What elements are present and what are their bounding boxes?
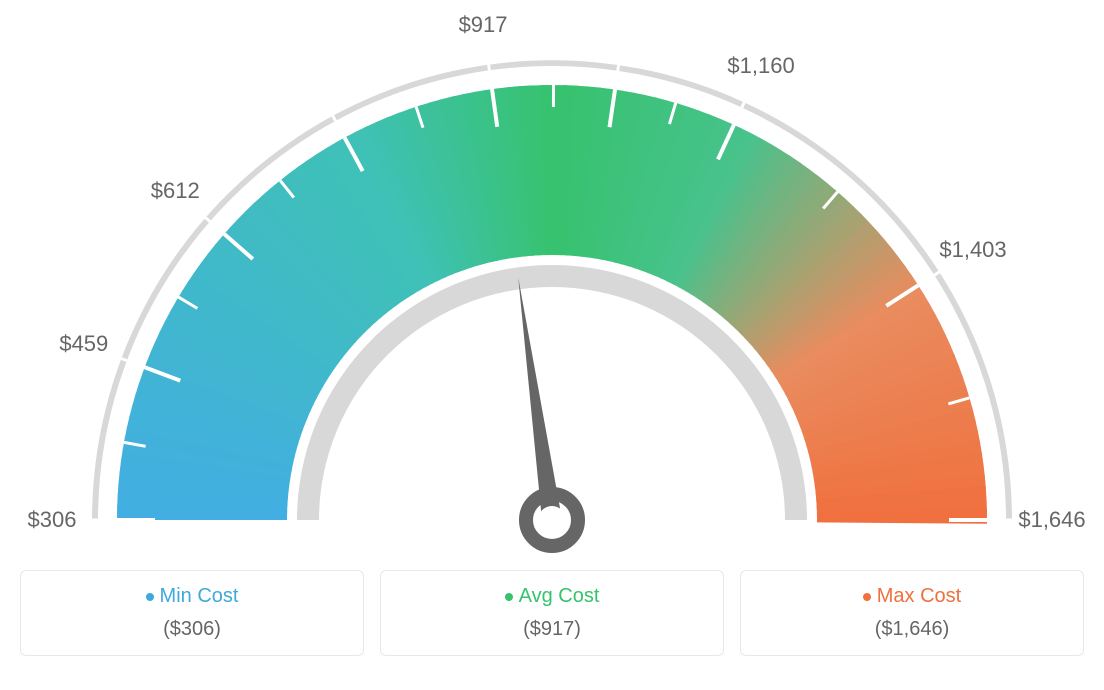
tick-label: $1,646 <box>1018 507 1085 533</box>
tick-label: $1,403 <box>939 237 1006 263</box>
tick-label: $917 <box>459 12 508 38</box>
tick-label: $612 <box>151 178 200 204</box>
dot-icon <box>146 593 154 601</box>
legend-label-max: Max Cost <box>877 585 961 607</box>
legend-title-avg: Avg Cost <box>391 585 713 608</box>
gauge-svg <box>20 20 1084 560</box>
gauge-area: $306$459$612$917$1,160$1,403$1,646 <box>20 20 1084 560</box>
legend-title-min: Min Cost <box>31 585 353 608</box>
legend-label-min: Min Cost <box>160 585 239 607</box>
tick-label: $459 <box>59 331 108 357</box>
legend-title-max: Max Cost <box>751 585 1073 608</box>
legend-card-avg: Avg Cost ($917) <box>380 570 724 656</box>
dot-icon <box>505 593 513 601</box>
tick-label: $1,160 <box>727 53 794 79</box>
legend-card-min: Min Cost ($306) <box>20 570 364 656</box>
legend-row: Min Cost ($306) Avg Cost ($917) Max Cost… <box>20 570 1084 656</box>
legend-value-max: ($1,646) <box>751 618 1073 641</box>
legend-card-max: Max Cost ($1,646) <box>740 570 1084 656</box>
tick-label: $306 <box>28 507 77 533</box>
gauge-chart-container: $306$459$612$917$1,160$1,403$1,646 Min C… <box>20 20 1084 670</box>
dot-icon <box>863 593 871 601</box>
legend-value-min: ($306) <box>31 618 353 641</box>
legend-value-avg: ($917) <box>391 618 713 641</box>
legend-label-avg: Avg Cost <box>519 585 600 607</box>
